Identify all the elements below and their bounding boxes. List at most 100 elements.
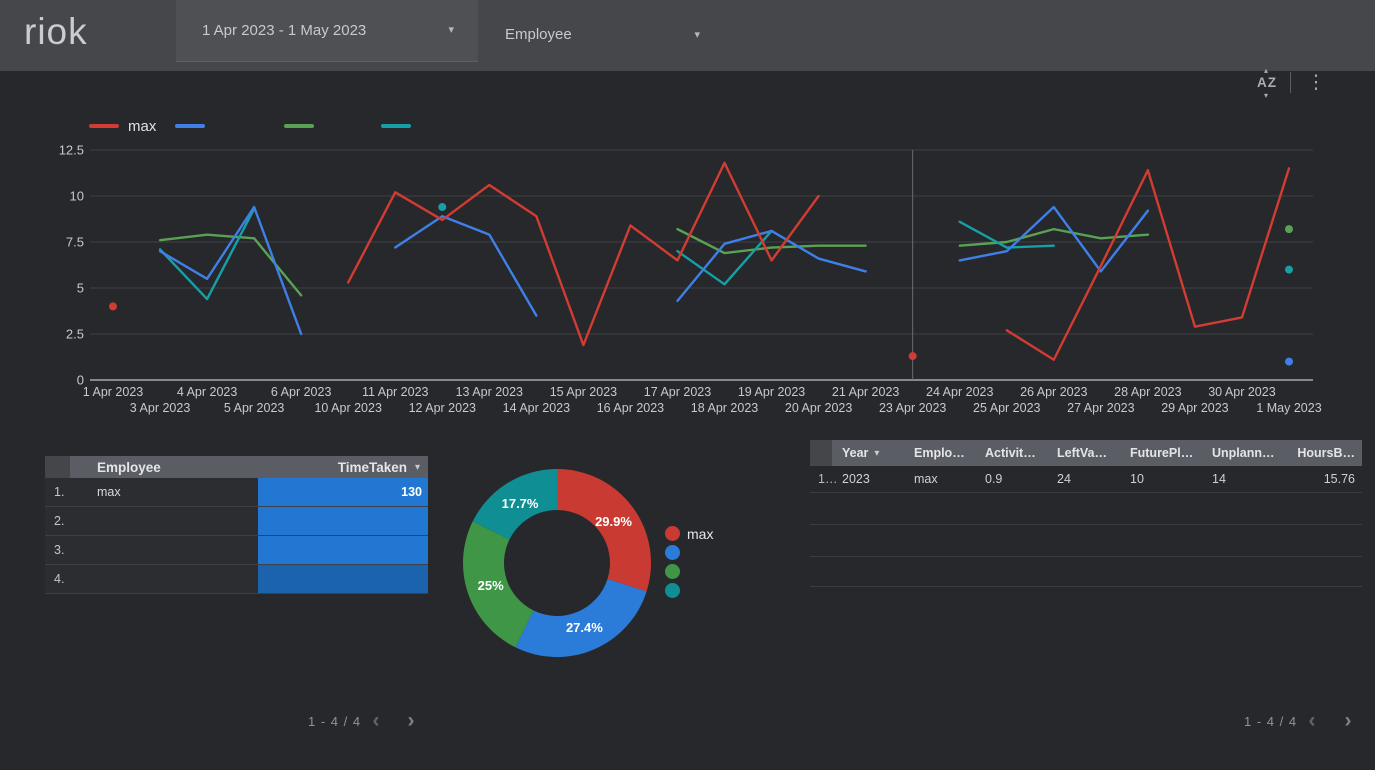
series-line <box>677 231 865 301</box>
table-row[interactable]: 1… 2023 max 0.9 24 10 14 15.76 <box>810 466 1362 493</box>
employee-filter[interactable]: Employee ▾ <box>505 0 705 71</box>
x-axis-tick: 28 Apr 2023 <box>1114 385 1181 399</box>
y-axis-tick: 7.5 <box>66 235 84 250</box>
series-line <box>1007 168 1289 359</box>
y-axis-tick: 2.5 <box>66 327 84 342</box>
x-axis-tick: 10 Apr 2023 <box>314 401 381 415</box>
date-range-value: 1 Apr 2023 - 1 May 2023 <box>202 0 366 61</box>
table-header: Year ▾ Emplo… Activit… LeftVa… FuturePl…… <box>810 440 1362 466</box>
data-point <box>1285 266 1293 274</box>
x-axis-tick: 27 Apr 2023 <box>1067 401 1134 415</box>
donut-legend-item-max: max <box>665 524 713 543</box>
y-axis-tick: 12.5 <box>59 143 84 158</box>
employee-filter-label: Employee <box>505 0 572 70</box>
x-axis-tick: 19 Apr 2023 <box>738 385 805 399</box>
column-header-activity[interactable]: Activit… <box>975 440 1047 466</box>
sort-caret-icon: ▾ <box>415 462 420 473</box>
donut-legend-item-4 <box>665 581 713 600</box>
series-line <box>960 207 1148 271</box>
x-axis-tick: 12 Apr 2023 <box>409 401 476 415</box>
data-point <box>909 352 917 360</box>
x-axis-tick: 11 Apr 2023 <box>362 385 429 399</box>
column-header-hoursb[interactable]: HoursB… <box>1284 440 1362 466</box>
x-axis-tick: 25 Apr 2023 <box>973 401 1040 415</box>
pagination-next-icon[interactable]: › <box>399 710 423 734</box>
x-axis-tick: 14 Apr 2023 <box>503 401 570 415</box>
sort-caret-icon: ▾ <box>874 448 879 459</box>
column-header-employee[interactable]: Emplo… <box>904 440 975 466</box>
x-axis-tick: 5 Apr 2023 <box>224 401 285 415</box>
series-line <box>395 216 536 315</box>
x-axis-tick: 26 Apr 2023 <box>1020 385 1087 399</box>
app-header: riok 1 Apr 2023 - 1 May 2023 ▾ Employee … <box>0 0 1375 71</box>
column-header-year[interactable]: Year ▾ <box>832 440 904 466</box>
y-axis-tick: 5 <box>77 281 84 296</box>
table-row[interactable]: 1. max 130 <box>45 478 428 507</box>
timetaken-bar: 130 <box>258 478 428 506</box>
chevron-down-icon: ▾ <box>694 0 700 70</box>
chevron-down-icon: ▾ <box>448 0 454 61</box>
empty-table-row <box>810 525 1362 557</box>
table-row[interactable]: 2. <box>45 507 428 536</box>
table-header: Employee TimeTaken ▾ <box>45 456 428 478</box>
empty-table-row <box>810 557 1362 587</box>
column-header-employee[interactable]: Employee <box>97 460 161 475</box>
pagination-range: 1 - 4 / 4 <box>1244 714 1297 729</box>
donut-slice-label: 29.9% <box>595 514 632 529</box>
app-logo: riok <box>24 11 88 53</box>
donut-slice-1[interactable] <box>515 579 646 657</box>
date-range-filter[interactable]: 1 Apr 2023 - 1 May 2023 ▾ <box>176 0 478 62</box>
timetaken-bar <box>258 565 428 593</box>
legend-dot-blue <box>665 545 680 560</box>
timetaken-bar <box>258 507 428 535</box>
dashboard: riok 1 Apr 2023 - 1 May 2023 ▾ Employee … <box>0 0 1375 770</box>
x-axis-tick: 3 Apr 2023 <box>130 401 191 415</box>
time-series-chart: 02.557.51012.51 Apr 20233 Apr 20234 Apr … <box>0 70 1375 430</box>
table-corner-cell <box>45 456 70 478</box>
column-header-unplanned[interactable]: Unplann… <box>1202 440 1284 466</box>
year-summary-table: Year ▾ Emplo… Activit… LeftVa… FuturePl…… <box>810 440 1362 587</box>
x-axis-tick: 1 May 2023 <box>1256 401 1321 415</box>
donut-slice-label: 25% <box>478 578 504 593</box>
x-axis-tick: 18 Apr 2023 <box>691 401 758 415</box>
employee-timetaken-table: Employee TimeTaken ▾ 1. max 130 2. 3. 4. <box>45 456 428 594</box>
table-row[interactable]: 4. <box>45 565 428 594</box>
x-axis-tick: 16 Apr 2023 <box>597 401 664 415</box>
x-axis-tick: 6 Apr 2023 <box>271 385 332 399</box>
x-axis-tick: 4 Apr 2023 <box>177 385 238 399</box>
column-header-futurepl[interactable]: FuturePl… <box>1120 440 1202 466</box>
pagination-prev-icon[interactable]: ‹ <box>364 710 388 734</box>
pagination-prev-icon[interactable]: ‹ <box>1300 710 1324 734</box>
x-axis-tick: 21 Apr 2023 <box>832 385 899 399</box>
x-axis-tick: 13 Apr 2023 <box>456 385 523 399</box>
x-axis-tick: 23 Apr 2023 <box>879 401 946 415</box>
y-axis-tick: 10 <box>70 189 84 204</box>
series-line <box>677 231 771 284</box>
data-point <box>438 203 446 211</box>
table-corner-cell <box>810 440 832 466</box>
donut-slice-max[interactable] <box>557 469 651 591</box>
column-header-timetaken[interactable]: TimeTaken <box>338 460 407 475</box>
table-row[interactable]: 3. <box>45 536 428 565</box>
x-axis-tick: 24 Apr 2023 <box>926 385 993 399</box>
column-header-leftva[interactable]: LeftVa… <box>1047 440 1120 466</box>
x-axis-tick: 20 Apr 2023 <box>785 401 852 415</box>
donut-slice-label: 27.4% <box>566 620 603 635</box>
x-axis-tick: 17 Apr 2023 <box>644 385 711 399</box>
x-axis-tick: 30 Apr 2023 <box>1208 385 1275 399</box>
donut-slice-label: 17.7% <box>502 496 539 511</box>
series-line <box>160 209 254 299</box>
x-axis-tick: 15 Apr 2023 <box>550 385 617 399</box>
legend-dot-teal <box>665 583 680 598</box>
x-axis-tick: 29 Apr 2023 <box>1161 401 1228 415</box>
data-point <box>1285 225 1293 233</box>
donut-legend: max <box>665 524 713 600</box>
donut-legend-item-3 <box>665 562 713 581</box>
donut-legend-item-2 <box>665 543 713 562</box>
pagination-next-icon[interactable]: › <box>1336 710 1360 734</box>
data-point <box>1285 358 1293 366</box>
data-point <box>109 302 117 310</box>
x-axis-tick: 1 Apr 2023 <box>83 385 144 399</box>
timetaken-bar <box>258 536 428 564</box>
series-line <box>348 163 818 345</box>
